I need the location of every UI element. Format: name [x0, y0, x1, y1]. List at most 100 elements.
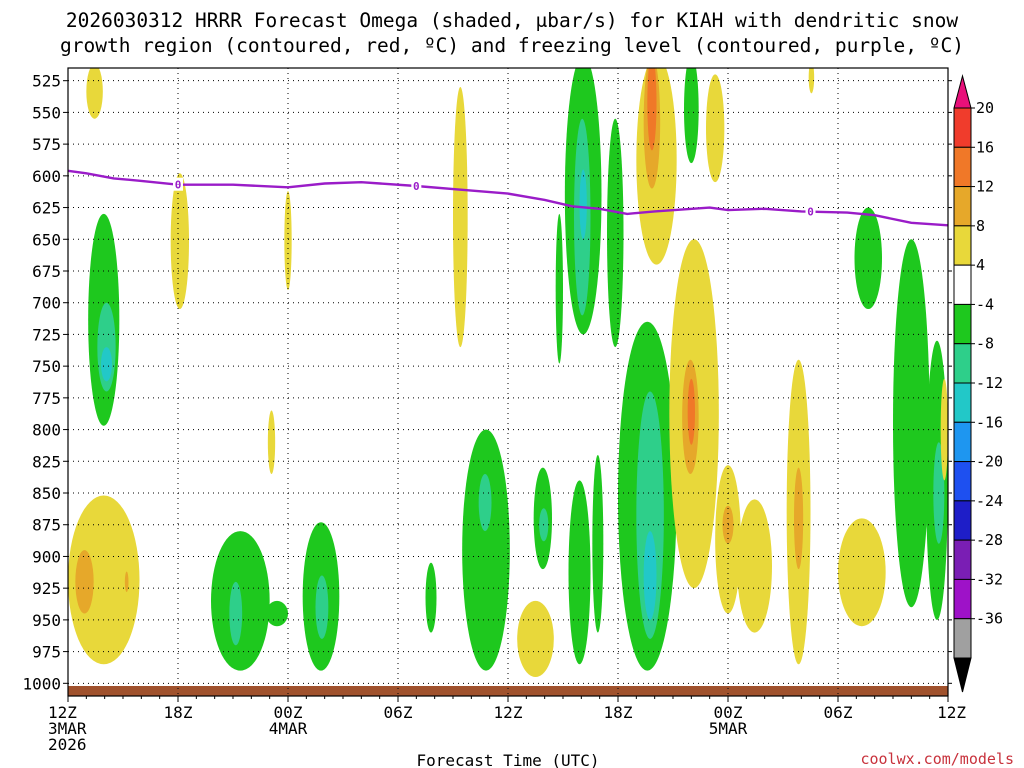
colorbar-bottom-arrow: [953, 657, 972, 693]
omega-region-dn12-31: [643, 531, 657, 620]
freezing-label-bg-0: [173, 177, 183, 191]
colorbar-label-1: 16: [976, 138, 994, 156]
y-tick-label-1000: 1000: [22, 674, 61, 693]
y-tick-label-700: 700: [32, 294, 61, 313]
omega-region-up4-45: [808, 68, 815, 94]
freezing-label-bg-1: [411, 178, 422, 192]
omega-region-up4-4: [68, 495, 140, 665]
colorbar-label-13: -36: [976, 610, 1003, 628]
omega-region-dn4-17: [462, 429, 510, 671]
x-tick-label-0-0: 12Z: [48, 703, 77, 722]
x-tick-label-3-0: 06Z: [384, 703, 413, 722]
omega-region-up4-7: [170, 173, 189, 310]
y-tick-label-575: 575: [32, 135, 61, 154]
omega-region-dn12-27: [579, 169, 587, 240]
omega-region-up4-46: [838, 518, 886, 627]
freezing-level-label-0: 0: [175, 179, 182, 192]
omega-region-up12-34: [647, 68, 657, 151]
colorbar-segment-2: [953, 146, 972, 188]
axes: 525 550 575 600 625 650 675 700 725 750 775 800 825 8…: [22, 72, 966, 754]
colorbar-segment-5: [953, 264, 972, 305]
x-tick-label-5-0: 18Z: [604, 703, 633, 722]
omega-region-dn4-38: [684, 68, 699, 164]
y-tick-label-975: 975: [32, 643, 61, 662]
colorbar-segment-12: [953, 539, 972, 580]
omega-region-dn4-48: [893, 239, 930, 608]
omega-region-up4-39: [706, 74, 725, 183]
y-tick-label-775: 775: [32, 389, 61, 408]
y-tick-label-525: 525: [32, 72, 61, 91]
x-tick-label-0-1: 3MAR: [48, 719, 87, 738]
colorbar-label-2: 12: [976, 178, 994, 196]
colorbar-label-0: 20: [976, 99, 994, 117]
colorbar-segment-8: [953, 382, 972, 423]
x-tick-label-6-0: 00Z: [714, 703, 743, 722]
grid-lines: [67, 68, 949, 696]
colorbar-label-12: -32: [976, 570, 1003, 588]
y-tick-label-550: 550: [32, 103, 61, 122]
x-axis-label: Forecast Time (UTC): [416, 751, 599, 768]
colorbar-top-arrow: [953, 74, 972, 109]
omega-region-dn4-12: [266, 600, 288, 627]
omega-region-up12-37: [687, 378, 695, 445]
freezing-level-label-1: 0: [413, 180, 420, 193]
colorbar-segment-4: [953, 225, 972, 266]
x-tick-label-7-0: 06Z: [824, 703, 853, 722]
omega-region-up4-42: [737, 499, 772, 633]
x-tick-label-2-1: 4MAR: [269, 719, 308, 738]
colorbar-segment-6: [953, 303, 972, 345]
colorbar-label-4: 4: [976, 256, 985, 274]
omega-region-up8-44: [794, 467, 804, 570]
colorbar-segment-11: [953, 500, 972, 541]
omega-region-dn4-15: [425, 562, 437, 633]
colorbar-segment-3: [953, 186, 972, 227]
omega-shading-layer: [68, 68, 948, 677]
plot-area: [68, 68, 948, 696]
omega-region-dn8-11: [229, 581, 243, 646]
x-tick-label-2-0: 00Z: [274, 703, 303, 722]
colorbar-segment-7: [953, 343, 972, 384]
omega-region-up4-0: [86, 68, 103, 119]
y-tick-label-875: 875: [32, 516, 61, 535]
colorbar: 20 16 12 8 4 -4 -8 -12 -16 -20 -24 -28 -32 -36: [953, 74, 1003, 693]
x-tick-label-8-0: 12Z: [937, 703, 966, 722]
y-tick-label-800: 800: [32, 421, 61, 440]
freezing-label-bg-2: [805, 204, 816, 218]
omega-region-dn4-22: [555, 213, 563, 364]
omega-region-dn8-14: [315, 575, 329, 639]
omega-region-dn12-3: [101, 347, 112, 382]
colorbar-label-9: -20: [976, 453, 1003, 471]
omega-region-dn4-23: [568, 480, 591, 665]
colorbar-segment-10: [953, 461, 972, 502]
x-tick-label-0-2: 2026: [48, 735, 87, 754]
x-tick-label-6-1: 5MAR: [709, 719, 748, 738]
y-tick-label-925: 925: [32, 579, 61, 598]
y-tick-label-825: 825: [32, 452, 61, 471]
omega-region-dn8-30: [636, 391, 664, 639]
freezing-level-label-2: 0: [807, 206, 814, 219]
y-tick-label-750: 750: [32, 357, 61, 376]
y-tick-label-625: 625: [32, 199, 61, 218]
colorbar-label-6: -8: [976, 335, 994, 353]
y-tick-label-900: 900: [32, 547, 61, 566]
colorbar-segment-1: [953, 107, 972, 148]
colorbar-label-5: -4: [976, 295, 994, 313]
x-tick-label-4-0: 12Z: [494, 703, 523, 722]
colorbar-label-7: -12: [976, 374, 1003, 392]
colorbar-label-10: -24: [976, 492, 1003, 510]
omega-region-up8-6: [124, 571, 129, 592]
credit-text: coolwx.com/models: [860, 750, 1014, 768]
omega-region-up4-9: [284, 191, 292, 291]
omega-region-dn4-28: [607, 118, 624, 348]
ground-surface: [68, 686, 948, 696]
colorbar-segment-9: [953, 421, 972, 463]
omega-region-up4-51: [940, 378, 948, 481]
colorbar-label-3: 8: [976, 217, 985, 235]
y-tick-label-675: 675: [32, 262, 61, 281]
y-tick-label-600: 600: [32, 167, 61, 186]
omega-region-up8-5: [75, 550, 94, 614]
y-tick-label-725: 725: [32, 325, 61, 344]
omega-region-dn4-47: [854, 207, 882, 310]
chart-title-line-2: growth region (contoured, red, ºC) and f…: [60, 34, 964, 57]
omega-region-up4-8: [267, 410, 276, 474]
